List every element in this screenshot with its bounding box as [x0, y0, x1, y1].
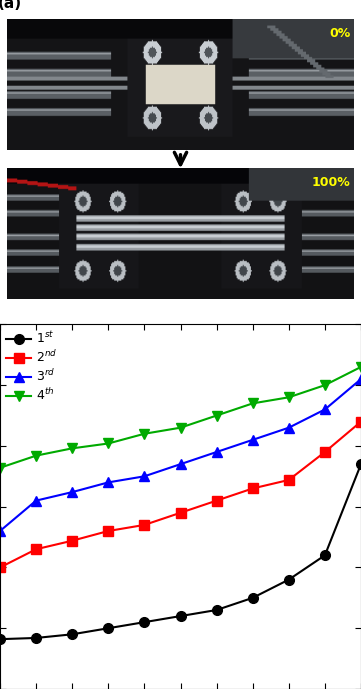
2$^{nd}$ — [178, 508, 183, 517]
Line: 4$^{th}$: 4$^{th}$ — [0, 362, 361, 473]
2$^{nd}$ — [70, 537, 74, 545]
Legend: 1$^{st}$, 2$^{nd}$, 3$^{rd}$, 4$^{th}$: 1$^{st}$, 2$^{nd}$, 3$^{rd}$, 4$^{th}$ — [4, 328, 60, 406]
4$^{th}$ — [251, 399, 255, 407]
3$^{rd}$ — [142, 472, 147, 480]
4$^{th}$ — [214, 411, 219, 420]
2$^{nd}$ — [359, 418, 361, 426]
4$^{th}$ — [359, 363, 361, 371]
2$^{nd}$ — [106, 527, 110, 535]
4$^{th}$ — [70, 444, 74, 453]
2$^{nd}$ — [214, 497, 219, 505]
3$^{rd}$ — [0, 527, 2, 535]
4$^{th}$ — [178, 424, 183, 432]
1$^{st}$ — [178, 612, 183, 620]
1$^{st}$ — [251, 594, 255, 602]
1$^{st}$ — [287, 575, 291, 584]
3$^{rd}$ — [323, 405, 327, 413]
4$^{th}$ — [142, 430, 147, 438]
4$^{th}$ — [34, 451, 38, 460]
Line: 2$^{nd}$: 2$^{nd}$ — [0, 417, 361, 573]
3$^{rd}$ — [70, 488, 74, 496]
3$^{rd}$ — [34, 497, 38, 505]
1$^{st}$ — [106, 624, 110, 633]
2$^{nd}$ — [287, 476, 291, 484]
1$^{st}$ — [359, 460, 361, 469]
4$^{th}$ — [0, 464, 2, 472]
3$^{rd}$ — [251, 435, 255, 444]
2$^{nd}$ — [34, 545, 38, 553]
4$^{th}$ — [323, 381, 327, 389]
2$^{nd}$ — [323, 448, 327, 456]
3$^{rd}$ — [178, 460, 183, 469]
2$^{nd}$ — [142, 521, 147, 529]
Text: 100%: 100% — [312, 176, 350, 189]
1$^{st}$ — [142, 618, 147, 626]
1$^{st}$ — [0, 635, 2, 644]
Text: (a): (a) — [0, 0, 22, 11]
Line: 3$^{rd}$: 3$^{rd}$ — [0, 374, 361, 536]
1$^{st}$ — [34, 634, 38, 642]
Line: 1$^{st}$: 1$^{st}$ — [0, 460, 361, 644]
2$^{nd}$ — [251, 484, 255, 493]
2$^{nd}$ — [0, 564, 2, 572]
3$^{rd}$ — [214, 448, 219, 456]
1$^{st}$ — [323, 551, 327, 559]
4$^{th}$ — [287, 393, 291, 402]
3$^{rd}$ — [359, 375, 361, 383]
1$^{st}$ — [214, 606, 219, 614]
Text: 0%: 0% — [329, 27, 350, 40]
1$^{st}$ — [70, 630, 74, 639]
3$^{rd}$ — [106, 478, 110, 486]
3$^{rd}$ — [287, 424, 291, 432]
4$^{th}$ — [106, 440, 110, 448]
